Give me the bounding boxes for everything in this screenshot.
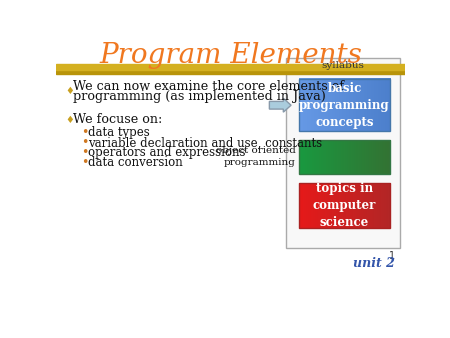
- Text: •: •: [81, 146, 88, 160]
- Text: ♦: ♦: [66, 87, 74, 96]
- Text: Program Elements: Program Elements: [99, 42, 362, 69]
- Bar: [56, 64, 405, 70]
- Text: data conversion: data conversion: [88, 156, 183, 169]
- Text: •: •: [81, 156, 88, 169]
- Bar: [299, 140, 390, 174]
- Text: variable declaration and use, constants: variable declaration and use, constants: [88, 137, 322, 149]
- Text: topics in
computer
science: topics in computer science: [313, 182, 376, 229]
- Bar: [299, 79, 390, 131]
- Text: We focuse on:: We focuse on:: [73, 113, 163, 126]
- Text: We can now examine the core elements of: We can now examine the core elements of: [73, 80, 344, 93]
- Text: operators and expressions: operators and expressions: [88, 146, 246, 160]
- FancyArrow shape: [270, 98, 291, 112]
- Text: programming (as implemented in Java): programming (as implemented in Java): [73, 90, 326, 102]
- Bar: [56, 70, 405, 74]
- Text: object oriented
programming: object oriented programming: [216, 146, 296, 167]
- Text: basic
programming
concepts: basic programming concepts: [299, 82, 390, 129]
- Text: ♦: ♦: [66, 115, 74, 125]
- Text: •: •: [81, 137, 88, 149]
- Bar: [299, 183, 390, 228]
- Text: unit 2: unit 2: [353, 257, 395, 270]
- Text: data types: data types: [88, 126, 150, 140]
- Text: syllabus: syllabus: [322, 62, 365, 70]
- Text: •: •: [81, 126, 88, 140]
- Text: 1: 1: [389, 251, 395, 261]
- Bar: [286, 57, 400, 248]
